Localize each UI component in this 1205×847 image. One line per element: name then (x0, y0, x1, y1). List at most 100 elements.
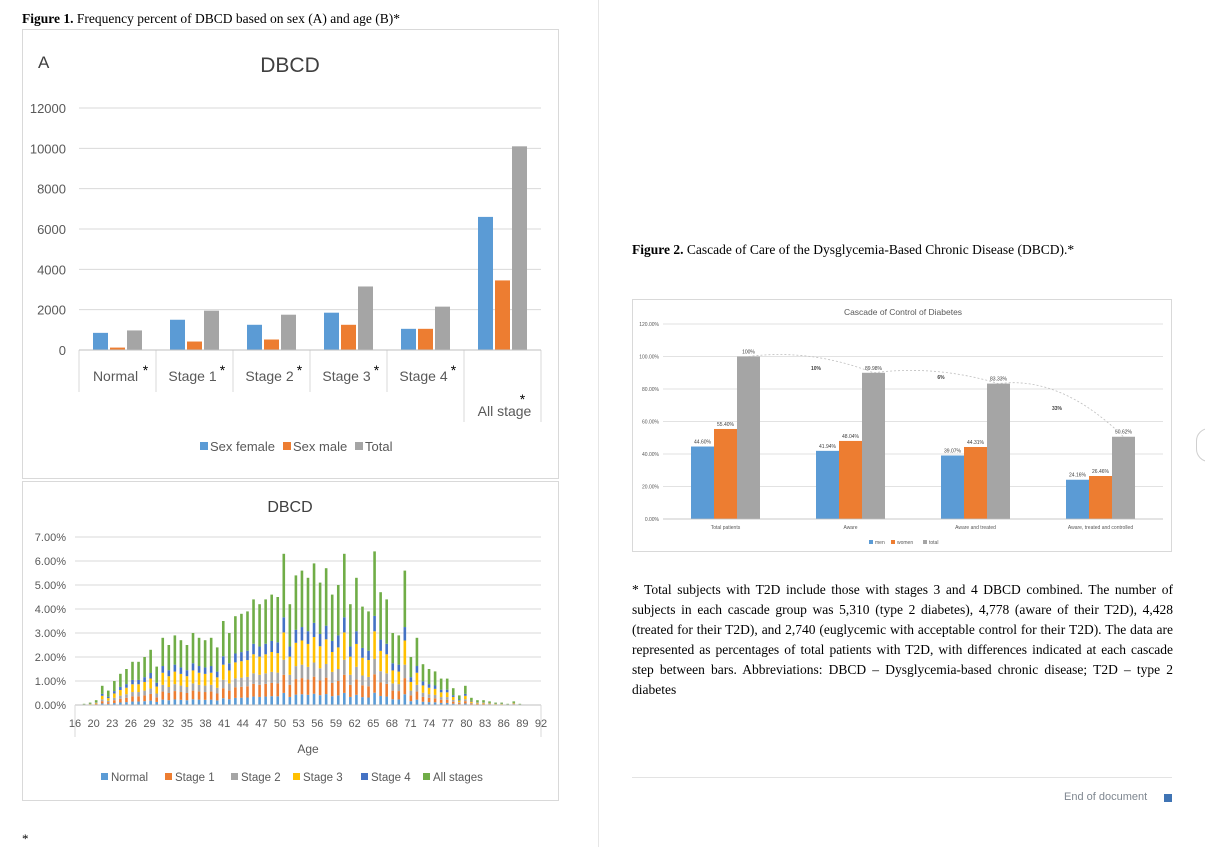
bar-segment-all-stages (143, 657, 146, 678)
bar-segment-stage-4 (385, 643, 388, 655)
chart-a-sex: A DBCD 0 2000 4000 6000 8000 10000 12000 Normal * S… (22, 29, 559, 479)
bar-segment-normal (330, 696, 334, 705)
legend-label: Stage 4 (371, 772, 411, 784)
bar-segment-all-stages (385, 599, 388, 644)
bar-segment-all-stages (397, 635, 401, 665)
bar-segment-stage-4 (173, 664, 177, 672)
bar-segment-stage-2 (161, 684, 165, 692)
bar-segment-normal (451, 703, 455, 705)
data-label: 26.46% (1092, 469, 1110, 475)
bar-segment-stage-4 (439, 689, 443, 693)
bar-segment-all-stages (512, 701, 516, 703)
bar-sex-female (401, 328, 416, 350)
step-difference-label: 10% (811, 366, 822, 372)
legend-label: All stages (433, 772, 483, 784)
bar-segment-stage-2 (433, 694, 437, 699)
bar-segment-stage-4 (282, 617, 286, 633)
bar-segment-stage-4 (457, 699, 461, 701)
bar-segment-stage-2 (131, 692, 134, 697)
bar-segment-stage-2 (445, 697, 449, 700)
x-tick-label: 59 (330, 718, 342, 730)
bar-segment-all-stages (221, 621, 225, 657)
y-tick-label: 2.00% (35, 652, 66, 664)
bar-segment-normal (433, 702, 437, 705)
bar-segment-stage-3 (155, 686, 159, 694)
bar-segment-stage-1 (106, 702, 110, 704)
bar-segment-stage-4 (276, 642, 280, 654)
trend-curve (748, 354, 1124, 438)
bar-segment-all-stages (518, 703, 522, 705)
bar-segment-stage-1 (379, 682, 382, 696)
bar-segment-stage-1 (215, 693, 219, 701)
bar-total (281, 314, 296, 350)
chart-title: DBCD (267, 499, 312, 516)
bar-segment-all-stages (252, 599, 255, 644)
bar-segment-stage-1 (131, 696, 134, 702)
figure-1-caption: Figure 1. Frequency percent of DBCD base… (22, 11, 401, 26)
x-tick-label: 35 (181, 718, 193, 730)
category-asterisk: * (451, 362, 457, 378)
bar-sex-female (170, 319, 185, 350)
y-tick-label: 12000 (30, 101, 66, 116)
bar-total (127, 330, 142, 350)
bar-total (987, 383, 1010, 519)
bar-total (862, 372, 885, 519)
bar-segment-normal (270, 696, 273, 705)
bar-segment-stage-2 (324, 663, 328, 678)
bar-segment-stage-2 (197, 684, 201, 692)
bar-segment-stage-4 (403, 627, 407, 641)
bar-segment-stage-2 (215, 687, 219, 694)
x-category-label: Normal (93, 368, 138, 384)
legend-swatch (200, 442, 208, 450)
bar-segment-stage-4 (373, 615, 376, 632)
bar-segment-stage-4 (264, 643, 267, 655)
x-tick-label: 83 (479, 718, 491, 730)
bar-segment-stage-4 (379, 639, 382, 651)
legend-label: Stage 1 (175, 772, 215, 784)
bar-segment-stage-3 (215, 677, 219, 688)
bar-segment-stage-1 (294, 679, 298, 695)
bar-segment-normal (355, 694, 358, 705)
side-scroll-handle[interactable] (1196, 428, 1205, 462)
bar-segment-all-stages (464, 685, 467, 694)
bar-segment-stage-4 (179, 667, 183, 674)
x-category-label: Stage 2 (245, 368, 293, 384)
y-tick-label: 120.00% (639, 322, 659, 328)
bar-segment-stage-4 (131, 679, 134, 685)
bar-segment-normal (324, 694, 328, 705)
bar-sex-male (418, 328, 433, 350)
bar-segment-stage-4 (252, 643, 255, 655)
bar-segment-stage-4 (270, 640, 273, 653)
legend-label: Stage 3 (303, 772, 343, 784)
bar-segment-stage-3 (379, 650, 382, 672)
bar-segment-stage-3 (470, 701, 473, 703)
bar-segment-all-stages (149, 649, 152, 673)
end-divider (632, 777, 1172, 778)
bar-segment-all-stages (355, 577, 358, 632)
bar-segment-stage-1 (167, 693, 171, 701)
bar-segment-stage-3 (397, 671, 401, 685)
bar-segment-stage-3 (373, 631, 376, 659)
bar-segment-all-stages (234, 616, 237, 654)
footnote-asterisk: * (22, 831, 29, 846)
bar-sex-male (110, 347, 125, 350)
bar-women (1089, 476, 1112, 519)
bar-segment-stage-3 (143, 681, 146, 691)
legend-label: Sex female (210, 439, 275, 454)
bar-segment-stage-2 (379, 671, 382, 683)
bar-segment-normal (397, 699, 401, 705)
y-tick-label: 7.00% (35, 532, 66, 544)
y-tick-label: 1.00% (35, 676, 66, 688)
bar-segment-normal (179, 699, 183, 705)
bar-sex-male (341, 324, 356, 350)
bar-segment-stage-1 (355, 679, 358, 695)
category-asterisk: * (220, 362, 226, 378)
bar-segment-stage-3 (445, 692, 449, 698)
bar-segment-stage-3 (349, 656, 352, 675)
bar-segment-stage-1 (343, 674, 346, 693)
bar-segment-normal (373, 692, 376, 705)
category-asterisk: * (520, 391, 526, 407)
bar-segment-stage-2 (312, 662, 316, 677)
bar-segment-all-stages (270, 594, 273, 641)
